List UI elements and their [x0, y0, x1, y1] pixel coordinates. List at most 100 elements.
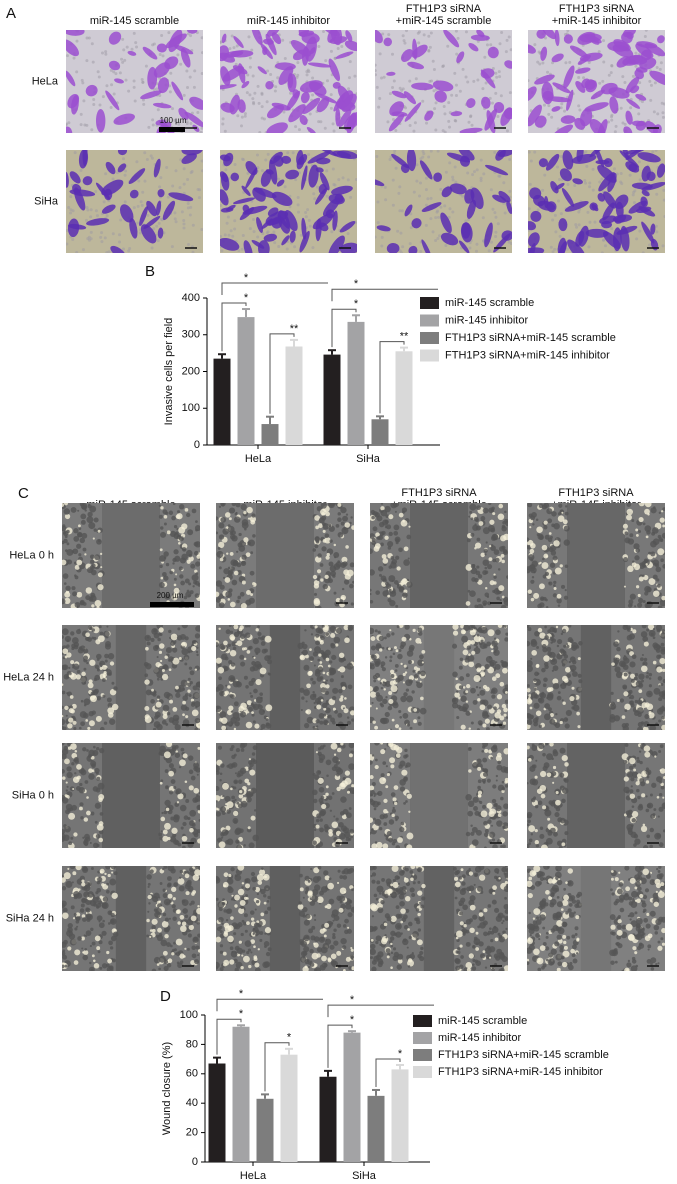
cell: [461, 636, 468, 643]
cell: [93, 960, 96, 963]
cell: [243, 511, 246, 514]
cell: [99, 748, 104, 753]
cell: [529, 526, 531, 528]
cell: [568, 624, 571, 627]
cell: [643, 845, 648, 850]
cell: [236, 551, 238, 553]
cell: [219, 602, 225, 608]
cell: [160, 532, 166, 538]
cell: [238, 804, 243, 809]
cell: [379, 777, 386, 784]
cell: [330, 643, 334, 647]
cell: [566, 643, 568, 645]
cell: [398, 764, 403, 769]
cell: [146, 690, 152, 696]
pore: [322, 30, 325, 33]
cell: [642, 702, 648, 708]
cell: [187, 590, 190, 593]
cell: [189, 785, 194, 790]
cell: [385, 785, 388, 788]
pore: [454, 165, 457, 168]
pore: [86, 206, 89, 209]
pore: [639, 178, 642, 181]
pore: [134, 41, 137, 44]
pore: [332, 167, 335, 170]
pore: [418, 194, 421, 197]
pore: [533, 151, 536, 154]
micrograph: [520, 23, 675, 143]
cell: [228, 526, 235, 533]
cell: [546, 555, 548, 557]
cell: [99, 967, 102, 970]
cell: [240, 592, 245, 597]
pore: [509, 91, 512, 94]
cell: [388, 647, 391, 650]
cell: [83, 668, 86, 671]
cell: [367, 817, 373, 823]
cell: [185, 636, 189, 640]
cell: [528, 565, 535, 572]
cell: [560, 785, 565, 790]
cell: [624, 586, 626, 588]
cell: [662, 706, 665, 709]
pore: [506, 129, 509, 132]
pore: [355, 178, 358, 181]
cell: [72, 666, 74, 668]
cell: [339, 666, 345, 672]
cell: [504, 767, 510, 773]
cell: [321, 796, 325, 800]
cell: [220, 763, 224, 767]
pore: [433, 107, 436, 110]
cell: [96, 946, 100, 950]
cell: [564, 831, 568, 835]
cell: [662, 669, 665, 672]
pore: [313, 197, 316, 200]
cell: [235, 721, 240, 726]
pore: [602, 239, 605, 242]
cell: [351, 525, 356, 530]
cell: [501, 787, 505, 791]
cell: [372, 720, 375, 723]
cell: [367, 686, 373, 692]
pore: [241, 116, 244, 119]
cell: [649, 845, 653, 849]
cell: [230, 602, 236, 608]
cell: [82, 747, 86, 751]
cell: [544, 635, 549, 640]
cell: [634, 677, 638, 681]
cell: [197, 829, 201, 833]
cell: [229, 507, 235, 513]
cell: [525, 537, 529, 541]
pore: [158, 185, 161, 188]
cell: [62, 912, 69, 919]
cell: [80, 502, 85, 507]
cell: [181, 748, 185, 752]
row-label: HeLa 0 h: [9, 549, 54, 561]
pore: [396, 230, 399, 233]
cell: [646, 769, 652, 775]
cell: [265, 704, 272, 711]
micrograph: [367, 623, 510, 731]
pore: [582, 76, 585, 79]
cell: [330, 810, 332, 812]
cell: [150, 638, 154, 642]
pore: [292, 151, 295, 154]
pore: [473, 170, 476, 173]
cell: [71, 644, 76, 649]
pore: [282, 110, 285, 113]
cell: [647, 803, 653, 809]
cell: [484, 749, 488, 753]
cell: [368, 628, 374, 634]
cell: [109, 719, 115, 725]
cell: [94, 554, 100, 560]
cell: [401, 520, 408, 527]
cell: [419, 641, 421, 643]
cell: [260, 637, 263, 640]
cell: [164, 751, 171, 758]
cell: [113, 686, 118, 691]
panel-label: D: [160, 988, 171, 1005]
pore: [547, 113, 550, 116]
pore: [437, 150, 440, 153]
cell: [550, 563, 555, 568]
